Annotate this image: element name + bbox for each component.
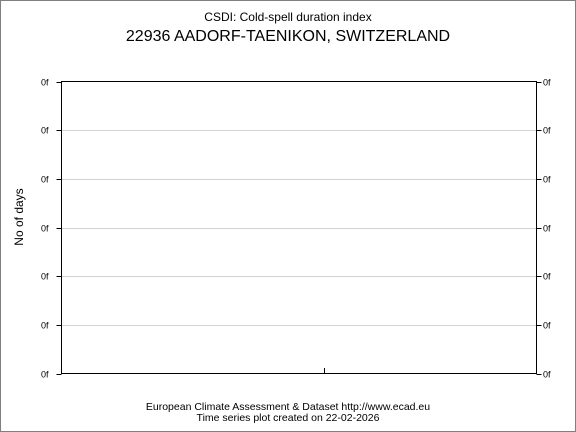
y-axis-right: 0f 0f 0f 0f 0f 0f 0f	[536, 78, 551, 380]
y-tick-label-right: 0f	[543, 175, 551, 185]
y-tick-label-right: 0f	[543, 224, 551, 234]
y-tick-label-left: 0f	[41, 224, 49, 234]
grid-lines	[61, 130, 537, 326]
y-tick-label-right: 0f	[543, 78, 551, 88]
chart-title: 22936 AADORF-TAENIKON, SWITZERLAND	[125, 28, 451, 45]
footer-source: European Climate Assessment & Dataset ht…	[145, 401, 431, 413]
y-tick-label-right: 0f	[543, 272, 551, 282]
y-axis-label: No of days	[12, 188, 26, 245]
y-tick-label-left: 0f	[41, 321, 49, 331]
y-tick-label-right: 0f	[543, 321, 551, 331]
chart-subtitle: CSDI: Cold-spell duration index	[204, 10, 372, 24]
plot-border	[61, 81, 537, 374]
y-tick-label-right: 0f	[543, 126, 551, 136]
y-tick-label-left: 0f	[41, 78, 49, 88]
footer-created: Time series plot created on 22-02-2026	[196, 412, 380, 424]
y-tick-label-left: 0f	[41, 272, 49, 282]
y-axis-left: 0f 0f 0f 0f 0f 0f 0f	[41, 78, 62, 380]
y-tick-label-left: 0f	[41, 126, 49, 136]
y-tick-label-right: 0f	[543, 370, 551, 380]
y-tick-label-left: 0f	[41, 175, 49, 185]
y-tick-label-left: 0f	[41, 370, 49, 380]
